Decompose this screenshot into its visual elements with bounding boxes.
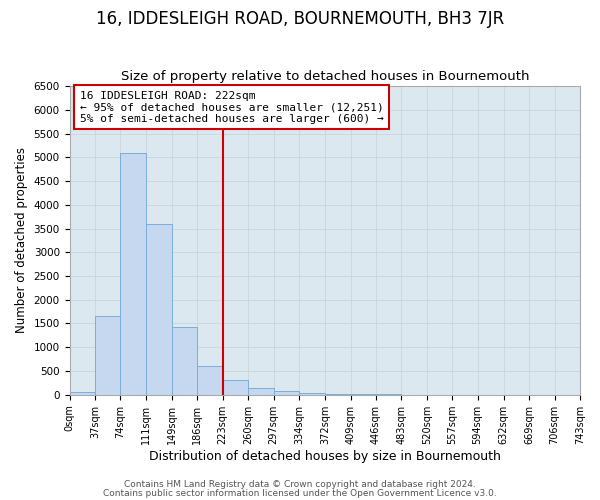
X-axis label: Distribution of detached houses by size in Bournemouth: Distribution of detached houses by size … bbox=[149, 450, 501, 462]
Title: Size of property relative to detached houses in Bournemouth: Size of property relative to detached ho… bbox=[121, 70, 529, 84]
Bar bbox=[121, 154, 146, 394]
Text: Contains HM Land Registry data © Crown copyright and database right 2024.: Contains HM Land Registry data © Crown c… bbox=[124, 480, 476, 489]
Bar bbox=[299, 393, 325, 394]
Y-axis label: Number of detached properties: Number of detached properties bbox=[15, 148, 28, 334]
Text: 16 IDDESLEIGH ROAD: 222sqm
← 95% of detached houses are smaller (12,251)
5% of s: 16 IDDESLEIGH ROAD: 222sqm ← 95% of deta… bbox=[80, 90, 383, 124]
Bar bbox=[146, 224, 172, 394]
Text: Contains public sector information licensed under the Open Government Licence v3: Contains public sector information licen… bbox=[103, 488, 497, 498]
Bar bbox=[172, 327, 197, 394]
Bar bbox=[95, 316, 121, 394]
Bar bbox=[248, 388, 274, 394]
Text: 16, IDDESLEIGH ROAD, BOURNEMOUTH, BH3 7JR: 16, IDDESLEIGH ROAD, BOURNEMOUTH, BH3 7J… bbox=[96, 10, 504, 28]
Bar bbox=[197, 366, 223, 394]
Bar bbox=[274, 391, 299, 394]
Bar bbox=[223, 380, 248, 394]
Bar bbox=[70, 392, 95, 394]
